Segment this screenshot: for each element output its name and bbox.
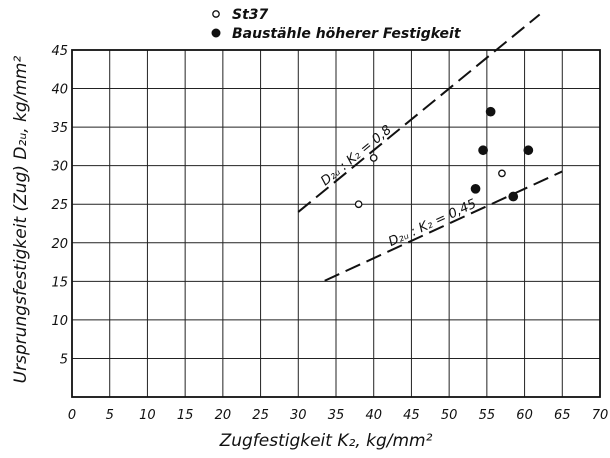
point-baustaehle [523,145,534,156]
point-baustaehle [470,183,481,194]
reference-line-label: D₂ᵤ : K₂ = 0,8 [318,123,395,190]
y-tick-label: 15 [51,275,68,290]
y-tick-label: 40 [51,83,68,98]
x-tick-label: 35 [328,408,345,423]
x-tick-labels: 0 5 10 15 20 25 30 35 40 45 50 55 60 65 70 [68,408,608,423]
data-points [354,106,534,209]
y-tick-label: 30 [51,160,68,175]
x-tick-label: 30 [290,408,307,423]
x-tick-label: 65 [554,408,571,423]
point-st37 [354,200,363,209]
x-tick-label: 60 [516,408,533,423]
reference-line [324,170,563,282]
reference-line [297,13,541,213]
y-tick-label: 35 [51,121,68,136]
y-tick-label: 25 [51,198,68,213]
x-tick-label: 70 [592,408,609,423]
y-tick-label: 45 [51,44,68,59]
legend-label-baustaehle: Baustähle höherer Festigkeit [232,26,462,42]
point-st37 [369,154,378,162]
x-tick-label: 45 [403,408,420,423]
plot-frame [71,49,601,398]
y-tick-label: 5 [60,352,68,367]
x-tick-label: 0 [68,408,76,423]
x-tick-label: 15 [177,408,194,423]
legend-marker-st37 [212,10,220,18]
y-tick-labels: 5 10 15 20 25 30 35 40 45 [51,44,68,367]
x-tick-label: 55 [479,408,496,423]
point-st37 [498,169,506,178]
x-tick-label: 20 [215,408,232,423]
legend-label-st37: St37 [232,7,269,23]
point-baustaehle [508,191,519,202]
y-tick-label: 10 [51,314,68,329]
point-baustaehle [478,145,488,156]
grid [72,50,600,397]
x-tick-label: 25 [252,408,269,423]
point-baustaehle [485,106,496,117]
legend: St37 Baustähle höherer Festigkeit [211,7,462,42]
x-tick-label: 5 [106,408,114,423]
x-tick-label: 50 [441,408,458,423]
legend-marker-baustaehle [211,28,221,38]
x-tick-label: 10 [139,408,156,423]
x-tick-label: 40 [365,408,382,423]
y-tick-label: 20 [51,237,68,252]
x-axis-title: Zugfestigkeit K₂, kg/mm² [219,431,433,451]
y-axis-title: Ursprungsfestigkeit (Zug) D₂ᵤ, kg/mm² [11,56,31,384]
